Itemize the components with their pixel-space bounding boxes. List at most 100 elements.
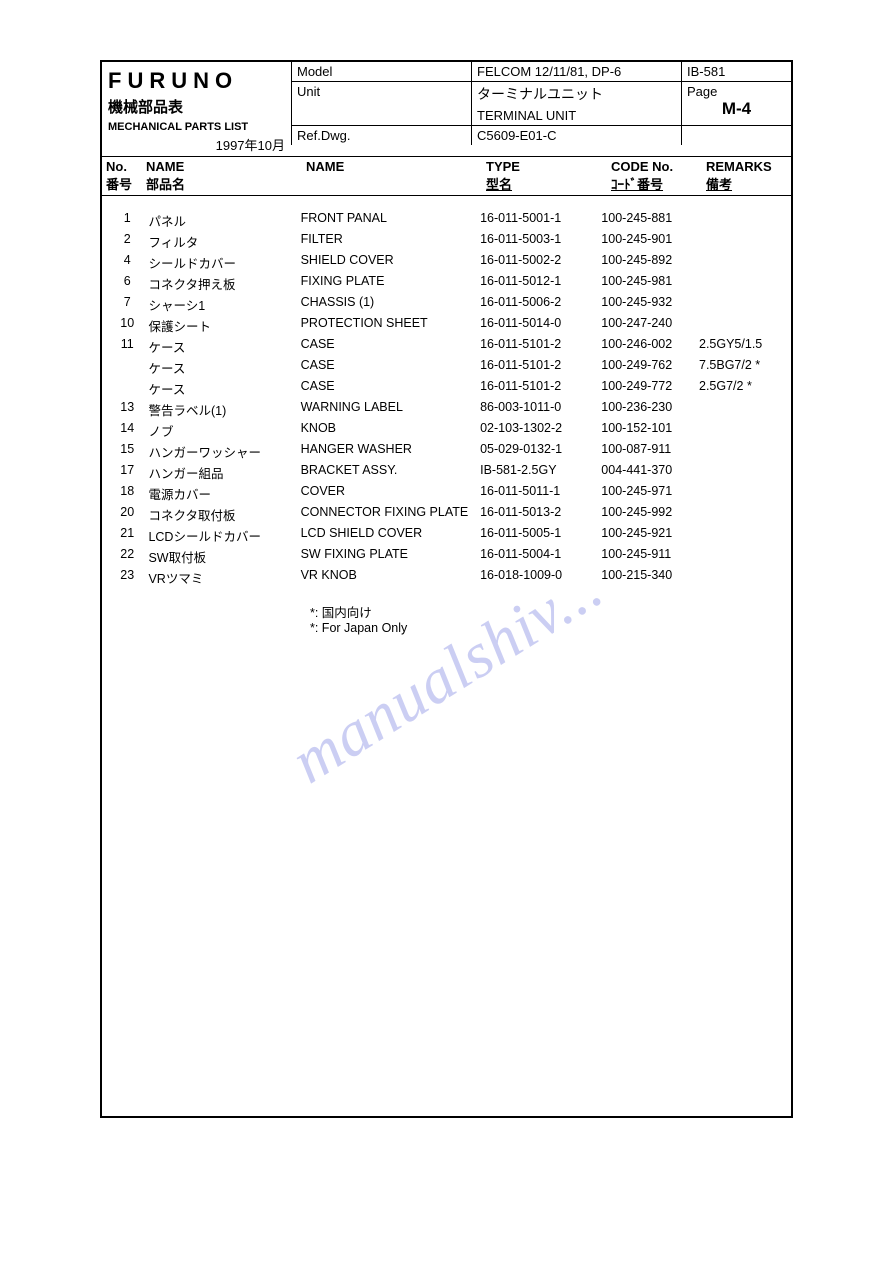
col-no: No. 番号 [102, 157, 142, 195]
cell-name-en: CASE [297, 336, 477, 357]
cell-code: 100-245-901 [597, 231, 695, 252]
cell-no: 15 [110, 441, 144, 462]
col-code: CODE No. ｺｰﾄﾞ番号 [607, 157, 702, 195]
col-name-jp-jp: 部品名 [146, 174, 298, 193]
cell-code: 100-245-892 [597, 252, 695, 273]
cell-name-en: HANGER WASHER [297, 441, 477, 462]
table-row: 2フィルタFILTER16-011-5003-1100-245-901 [110, 231, 783, 252]
parts-table: 1パネルFRONT PANAL16-011-5001-1100-245-8812… [110, 210, 783, 588]
cell-remarks: 7.5BG7/2 * [695, 357, 783, 378]
table-row: 10保護シートPROTECTION SHEET16-011-5014-0100-… [110, 315, 783, 336]
title-jp: 機械部品表 [108, 96, 285, 117]
cell-name-en: SHIELD COVER [297, 252, 477, 273]
cell-type: 16-011-5005-1 [476, 525, 597, 546]
cell-type: 16-011-5001-1 [476, 210, 597, 231]
cell-code: 100-245-992 [597, 504, 695, 525]
cell-name-en: PROTECTION SHEET [297, 315, 477, 336]
cell-name-en: CASE [297, 357, 477, 378]
cell-type: 16-011-5101-2 [476, 336, 597, 357]
cell-name-jp: パネル [144, 210, 296, 231]
cell-type: 16-018-1009-0 [476, 567, 597, 588]
col-remarks-jp: 備考 [706, 174, 798, 193]
unit-value-cell: ターミナルユニット TERMINAL UNIT [471, 82, 681, 126]
col-code-en: CODE No. [611, 159, 698, 174]
unit-label-cell: Unit [291, 82, 471, 126]
col-name-jp-en: NAME [146, 159, 298, 174]
cell-no: 14 [110, 420, 144, 441]
cell-name-jp: シャーシ1 [144, 294, 296, 315]
cell-name-jp: SW取付板 [144, 546, 296, 567]
cell-code: 100-245-932 [597, 294, 695, 315]
table-row: 13警告ラベル(1)WARNING LABEL86-003-1011-0100-… [110, 399, 783, 420]
footnote-en: *: For Japan Only [310, 621, 783, 635]
col-type-jp: 型名 [486, 174, 603, 193]
brand-name: FURUNO [108, 66, 285, 94]
column-headers: No. 番号 NAME 部品名 NAME TYPE 型名 CODE No. ｺｰ… [102, 157, 791, 196]
col-name-en-hdr: NAME [306, 159, 478, 174]
cell-type: 16-011-5011-1 [476, 483, 597, 504]
cell-type: 16-011-5006-2 [476, 294, 597, 315]
table-row: 7シャーシ1CHASSIS (1)16-011-5006-2100-245-93… [110, 294, 783, 315]
cell-remarks [695, 483, 783, 504]
cell-no: 7 [110, 294, 144, 315]
cell-name-jp: ノブ [144, 420, 296, 441]
page-value: M-4 [687, 99, 786, 119]
table-row: ケースCASE16-011-5101-2100-249-7627.5BG7/2 … [110, 357, 783, 378]
cell-code: 100-246-002 [597, 336, 695, 357]
header-right: Model FELCOM 12/11/81, DP-6 IB-581 Unit … [291, 62, 791, 156]
cell-remarks [695, 273, 783, 294]
cell-name-en: LCD SHIELD COVER [297, 525, 477, 546]
cell-type: 02-103-1302-2 [476, 420, 597, 441]
footnote: *: 国内向け *: For Japan Only [310, 602, 783, 635]
cell-no: 20 [110, 504, 144, 525]
cell-code: 100-245-981 [597, 273, 695, 294]
cell-remarks [695, 210, 783, 231]
cell-name-jp: ケース [144, 336, 296, 357]
cell-remarks [695, 231, 783, 252]
col-type-en: TYPE [486, 159, 603, 174]
table-row: ケースCASE16-011-5101-2100-249-7722.5G7/2 * [110, 378, 783, 399]
unit-label: Unit [297, 84, 466, 99]
cell-name-en: SW FIXING PLATE [297, 546, 477, 567]
cell-no: 18 [110, 483, 144, 504]
cell-remarks [695, 252, 783, 273]
cell-code: 100-247-240 [597, 315, 695, 336]
cell-no: 11 [110, 336, 144, 357]
cell-remarks: 2.5G7/2 * [695, 378, 783, 399]
footnote-jp: *: 国内向け [310, 602, 783, 621]
cell-code: 100-152-101 [597, 420, 695, 441]
cell-remarks [695, 399, 783, 420]
cell-no [110, 378, 144, 399]
unit-value-jp: ターミナルユニット [477, 84, 676, 104]
table-row: 4シールドカバーSHIELD COVER16-011-5002-2100-245… [110, 252, 783, 273]
cell-no: 21 [110, 525, 144, 546]
cell-code: 100-249-772 [597, 378, 695, 399]
cell-code: 100-215-340 [597, 567, 695, 588]
table-row: 11ケースCASE16-011-5101-2100-246-0022.5GY5/… [110, 336, 783, 357]
cell-type: IB-581-2.5GY [476, 462, 597, 483]
parts-body: manualshiv... 1パネルFRONT PANAL16-011-5001… [102, 196, 791, 1116]
cell-remarks [695, 546, 783, 567]
cell-remarks [695, 294, 783, 315]
cell-type: 16-011-5012-1 [476, 273, 597, 294]
table-row: 17ハンガー組品BRACKET ASSY.IB-581-2.5GY004-441… [110, 462, 783, 483]
cell-name-jp: ケース [144, 357, 296, 378]
cell-name-en: CHASSIS (1) [297, 294, 477, 315]
cell-remarks [695, 525, 783, 546]
cell-name-en: COVER [297, 483, 477, 504]
cell-remarks [695, 504, 783, 525]
cell-type: 16-011-5003-1 [476, 231, 597, 252]
header-block: FURUNO 機械部品表 MECHANICAL PARTS LIST 1997年… [102, 62, 791, 157]
table-row: 14ノブKNOB02-103-1302-2100-152-101 [110, 420, 783, 441]
cell-type: 86-003-1011-0 [476, 399, 597, 420]
cell-name-jp: LCDシールドカバー [144, 525, 296, 546]
cell-code: 004-441-370 [597, 462, 695, 483]
cell-type: 16-011-5004-1 [476, 546, 597, 567]
cell-type: 16-011-5101-2 [476, 378, 597, 399]
table-row: 22SW取付板SW FIXING PLATE16-011-5004-1100-2… [110, 546, 783, 567]
cell-remarks [695, 567, 783, 588]
cell-name-jp: VRツマミ [144, 567, 296, 588]
cell-code: 100-236-230 [597, 399, 695, 420]
cell-name-jp: コネクタ取付板 [144, 504, 296, 525]
cell-no: 17 [110, 462, 144, 483]
